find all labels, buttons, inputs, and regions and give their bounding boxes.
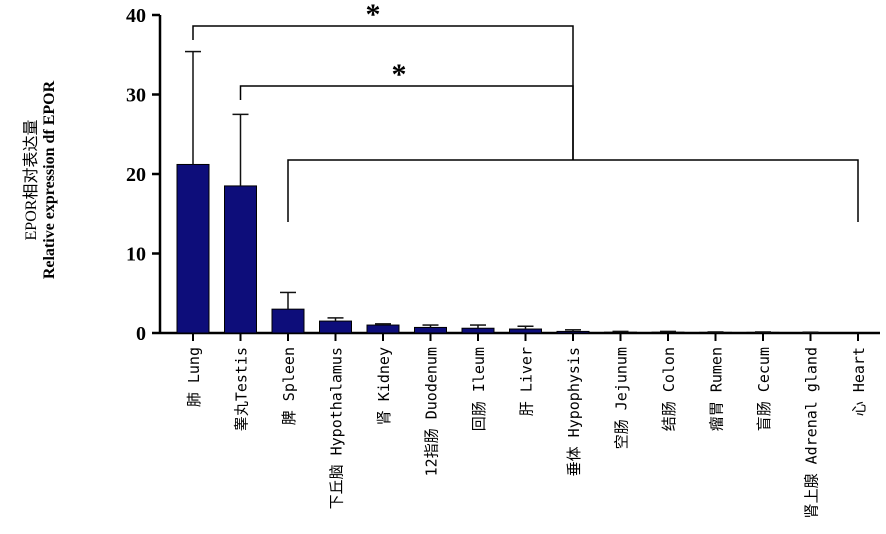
significance-marker: * (366, 0, 381, 31)
bar (271, 308, 305, 334)
significance-bracket (239, 85, 574, 160)
x-tick-label: 盲肠 Cecum (755, 347, 773, 431)
y-tick-label: 40 (126, 5, 146, 27)
y-tick-label: 30 (126, 85, 146, 107)
y-axis-label-cn: EPOR相对表达量 (23, 119, 40, 241)
bar (509, 328, 542, 334)
bar (556, 330, 590, 334)
error-bars (185, 50, 819, 333)
bar (366, 324, 400, 334)
x-tick-label: 空肠 Jejunum (613, 347, 631, 449)
x-tick-label: 脾 Spleen (280, 347, 298, 425)
x-tick-label: 睾丸Testis (233, 347, 251, 431)
x-tick-label: 肾上腺 Adrenal gland (803, 347, 821, 518)
bar (224, 185, 257, 334)
significance-marker: * (392, 58, 407, 91)
y-axis-label-en: Relative expression df EPOR (41, 80, 58, 280)
x-tick-label: 心 Heart (850, 347, 868, 416)
bar (651, 331, 685, 334)
y-tick-label: 10 (126, 244, 146, 266)
x-tick-label: 肺 Lung (185, 347, 203, 407)
x-tick-label: 肾 Kidney (375, 347, 393, 425)
x-tick-label: 垂体 Hypophysis (565, 347, 583, 476)
significance-bracket (192, 25, 574, 160)
bar (414, 326, 447, 334)
y-tick-label: 0 (136, 323, 146, 345)
bars (176, 163, 827, 334)
x-tick-label: 12指肠 Duodenum (423, 347, 441, 476)
x-tick-label: 肝 Liver (518, 347, 536, 416)
x-tick-labels: 肺 Lung 睾丸Testis 脾 Spleen 下丘脑 Hypothalamus 肾 … (185, 347, 868, 518)
significance-bracket (287, 159, 859, 222)
x-tick-label: 下丘脑 Hypothalamus (328, 347, 346, 509)
bar (461, 327, 495, 334)
x-tick-label: 回肠 Ileum (470, 347, 488, 431)
x-tick-label: 瘤胃 Rumen (708, 347, 726, 431)
x-tick-label: 结肠 Colon (660, 347, 678, 431)
bar (176, 163, 210, 334)
bar (604, 331, 637, 334)
significance-brackets: ** (192, 0, 859, 222)
y-tick-label: 20 (126, 164, 146, 186)
bar (319, 320, 352, 334)
